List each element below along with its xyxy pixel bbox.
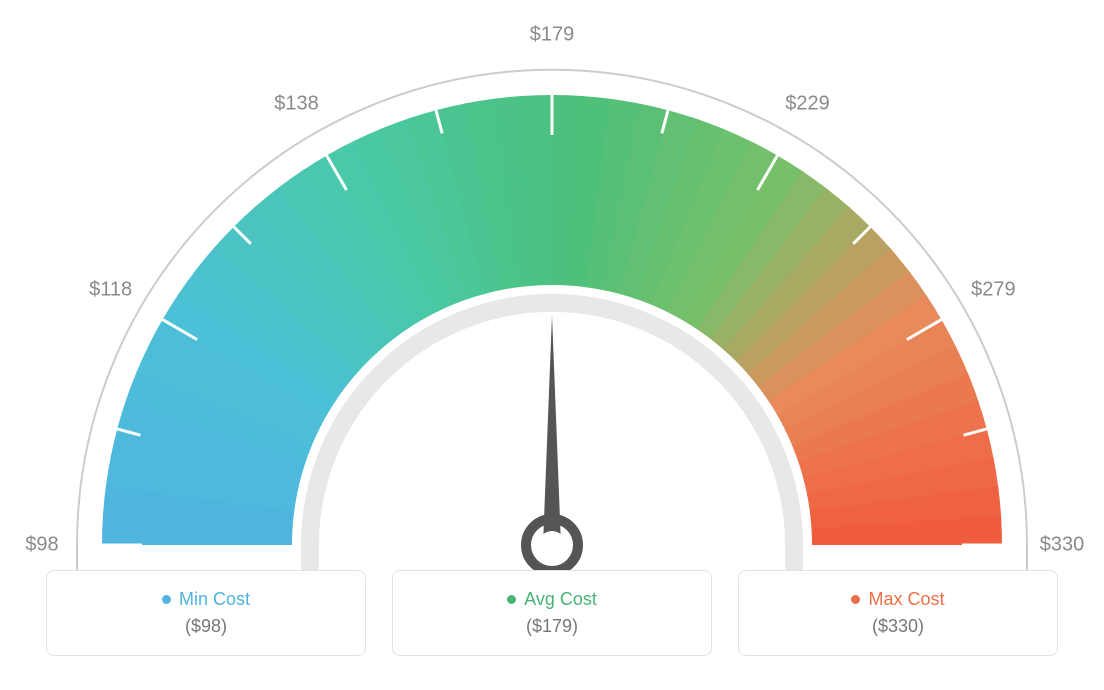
- legend-dot-icon: [507, 595, 516, 604]
- legend-dot-icon: [851, 595, 860, 604]
- legend-dot-icon: [162, 595, 171, 604]
- gauge-tick-label: $98: [25, 534, 58, 557]
- gauge-tick-label: $229: [785, 92, 830, 115]
- gauge-tick-label: $179: [530, 24, 575, 47]
- legend-card-min: Min Cost ($98): [46, 570, 366, 656]
- gauge-tick-label: $330: [1040, 534, 1085, 557]
- legend-label: Avg Cost: [524, 589, 597, 610]
- legend-title: Max Cost: [851, 589, 944, 610]
- legend-row: Min Cost ($98) Avg Cost ($179) Max Cost ($330…: [0, 570, 1104, 656]
- legend-value: ($330): [872, 616, 924, 637]
- legend-title: Avg Cost: [507, 589, 597, 610]
- gauge-tick-label: $279: [971, 278, 1016, 301]
- legend-label: Max Cost: [868, 589, 944, 610]
- legend-value: ($179): [526, 616, 578, 637]
- legend-title: Min Cost: [162, 589, 250, 610]
- gauge-chart: $98 $118 $138 $179 $229 $279 $330: [0, 0, 1104, 570]
- legend-value: ($98): [185, 616, 227, 637]
- legend-label: Min Cost: [179, 589, 250, 610]
- legend-card-avg: Avg Cost ($179): [392, 570, 712, 656]
- gauge-svg: [0, 0, 1104, 570]
- gauge-tick-label: $118: [89, 278, 132, 301]
- gauge-tick-label: $138: [274, 92, 319, 115]
- legend-card-max: Max Cost ($330): [738, 570, 1058, 656]
